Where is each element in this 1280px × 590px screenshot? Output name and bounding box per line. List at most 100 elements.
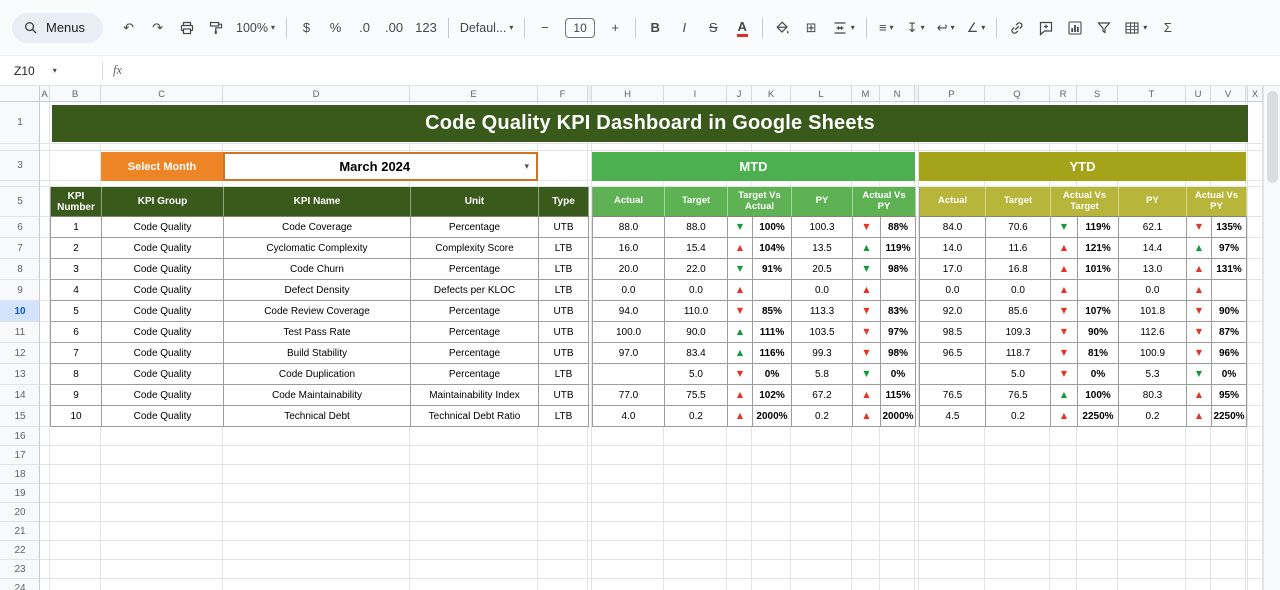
- table-cell[interactable]: LTB: [539, 259, 589, 280]
- table-cell[interactable]: 103.5: [792, 322, 853, 343]
- table-cell[interactable]: 110.0: [665, 301, 728, 322]
- table-cell[interactable]: [1212, 280, 1247, 301]
- table-cell[interactable]: 121%: [1078, 238, 1119, 259]
- table-cell[interactable]: [593, 364, 665, 385]
- table-cell[interactable]: Code Quality: [102, 385, 224, 406]
- table-cell[interactable]: 2250%: [1078, 406, 1119, 427]
- table-cell[interactable]: 17.0: [920, 259, 986, 280]
- table-cell[interactable]: 100%: [1078, 385, 1119, 406]
- table-cell[interactable]: Code Duplication: [224, 364, 411, 385]
- name-box[interactable]: Z10 ▾: [0, 64, 92, 78]
- table-cell[interactable]: 0.0: [593, 280, 665, 301]
- table-cell[interactable]: ▲: [1051, 385, 1078, 406]
- table-cell[interactable]: 97%: [1212, 238, 1247, 259]
- table-cell[interactable]: Percentage: [411, 343, 539, 364]
- format-percent-button[interactable]: %: [322, 14, 349, 42]
- row-header-1[interactable]: 1: [0, 102, 39, 144]
- table-cell[interactable]: ▲: [1187, 406, 1212, 427]
- column-header-R[interactable]: R: [1050, 86, 1077, 101]
- table-cell[interactable]: 87%: [1212, 322, 1247, 343]
- table-cell[interactable]: 2000%: [753, 406, 792, 427]
- column-header-L[interactable]: L: [791, 86, 852, 101]
- row-header-13[interactable]: 13: [0, 364, 39, 385]
- column-header-P[interactable]: P: [919, 86, 985, 101]
- row-header-17[interactable]: 17: [0, 446, 39, 465]
- table-cell[interactable]: Actual: [920, 187, 986, 217]
- italic-button[interactable]: I: [671, 14, 698, 42]
- table-cell[interactable]: 88%: [881, 217, 916, 238]
- select-all-corner[interactable]: [0, 86, 40, 102]
- table-cell[interactable]: ▼: [1051, 343, 1078, 364]
- decrease-decimal-button[interactable]: .0: [351, 14, 378, 42]
- column-header-E[interactable]: E: [410, 86, 538, 101]
- table-cell[interactable]: ▲: [728, 280, 753, 301]
- table-cell[interactable]: LTB: [539, 406, 589, 427]
- table-cell[interactable]: Maintainability Index: [411, 385, 539, 406]
- insert-chart-button[interactable]: [1061, 14, 1088, 42]
- table-cell[interactable]: 88.0: [665, 217, 728, 238]
- text-color-button[interactable]: A: [729, 14, 756, 42]
- table-cell[interactable]: ▲: [853, 385, 881, 406]
- table-cell[interactable]: ▼: [728, 217, 753, 238]
- table-cell[interactable]: Actual Vs PY: [1187, 187, 1247, 217]
- table-cell[interactable]: Code Churn: [224, 259, 411, 280]
- table-cell[interactable]: Code Quality: [102, 343, 224, 364]
- table-cell[interactable]: ▲: [1051, 238, 1078, 259]
- column-header-A[interactable]: A: [40, 86, 50, 101]
- table-cell[interactable]: 113.3: [792, 301, 853, 322]
- table-cell[interactable]: 15.4: [665, 238, 728, 259]
- table-cell[interactable]: Cyclomatic Complexity: [224, 238, 411, 259]
- table-cell[interactable]: 83%: [881, 301, 916, 322]
- table-cell[interactable]: 0.0: [920, 280, 986, 301]
- table-cell[interactable]: 80.3: [1119, 385, 1187, 406]
- table-cell[interactable]: 14.4: [1119, 238, 1187, 259]
- table-cell[interactable]: LTB: [539, 238, 589, 259]
- table-cell[interactable]: ▼: [728, 301, 753, 322]
- table-cell[interactable]: 20.0: [593, 259, 665, 280]
- print-button[interactable]: [173, 14, 200, 42]
- table-cell[interactable]: 5: [51, 301, 102, 322]
- table-cell[interactable]: UTB: [539, 322, 589, 343]
- table-cell[interactable]: ▲: [1051, 280, 1078, 301]
- table-cell[interactable]: 96%: [1212, 343, 1247, 364]
- table-cell[interactable]: 5.0: [665, 364, 728, 385]
- table-cell[interactable]: Percentage: [411, 364, 539, 385]
- column-header-F[interactable]: F: [538, 86, 588, 101]
- strikethrough-button[interactable]: S: [700, 14, 727, 42]
- table-cell[interactable]: 96.5: [920, 343, 986, 364]
- hidden-column-marker[interactable]: [588, 86, 592, 101]
- table-cell[interactable]: [753, 280, 792, 301]
- table-cell[interactable]: Code Quality: [102, 217, 224, 238]
- row-header-15[interactable]: 15: [0, 406, 39, 427]
- month-dropdown[interactable]: March 2024 ▾: [223, 152, 538, 181]
- table-cell[interactable]: Code Quality: [102, 406, 224, 427]
- table-cell[interactable]: Actual Vs Target: [1051, 187, 1119, 217]
- row-header-23[interactable]: 23: [0, 560, 39, 579]
- table-cell[interactable]: 0%: [753, 364, 792, 385]
- table-cell[interactable]: 98.5: [920, 322, 986, 343]
- row-header-18[interactable]: 18: [0, 465, 39, 484]
- table-cell[interactable]: 5.0: [986, 364, 1051, 385]
- table-cell[interactable]: ▼: [853, 322, 881, 343]
- table-cell[interactable]: ▲: [728, 238, 753, 259]
- table-cell[interactable]: ▲: [1187, 385, 1212, 406]
- table-cell[interactable]: ▼: [853, 217, 881, 238]
- column-header-Q[interactable]: Q: [985, 86, 1050, 101]
- table-cell[interactable]: 100%: [753, 217, 792, 238]
- table-cell[interactable]: 101%: [1078, 259, 1119, 280]
- table-cell[interactable]: 22.0: [665, 259, 728, 280]
- table-cell[interactable]: ▲: [728, 343, 753, 364]
- row-header-3[interactable]: 3: [0, 151, 39, 181]
- table-cell[interactable]: 109.3: [986, 322, 1051, 343]
- table-cell[interactable]: 0.0: [986, 280, 1051, 301]
- table-cell[interactable]: ▼: [1051, 301, 1078, 322]
- table-cell[interactable]: Code Quality: [102, 364, 224, 385]
- table-cell[interactable]: 112.6: [1119, 322, 1187, 343]
- table-cell[interactable]: UTB: [539, 217, 589, 238]
- row-header-8[interactable]: 8: [0, 259, 39, 280]
- table-cell[interactable]: 104%: [753, 238, 792, 259]
- table-cell[interactable]: Code Quality: [102, 259, 224, 280]
- table-cell[interactable]: Percentage: [411, 301, 539, 322]
- hidden-row-marker[interactable]: [0, 181, 39, 187]
- table-cell[interactable]: 119%: [1078, 217, 1119, 238]
